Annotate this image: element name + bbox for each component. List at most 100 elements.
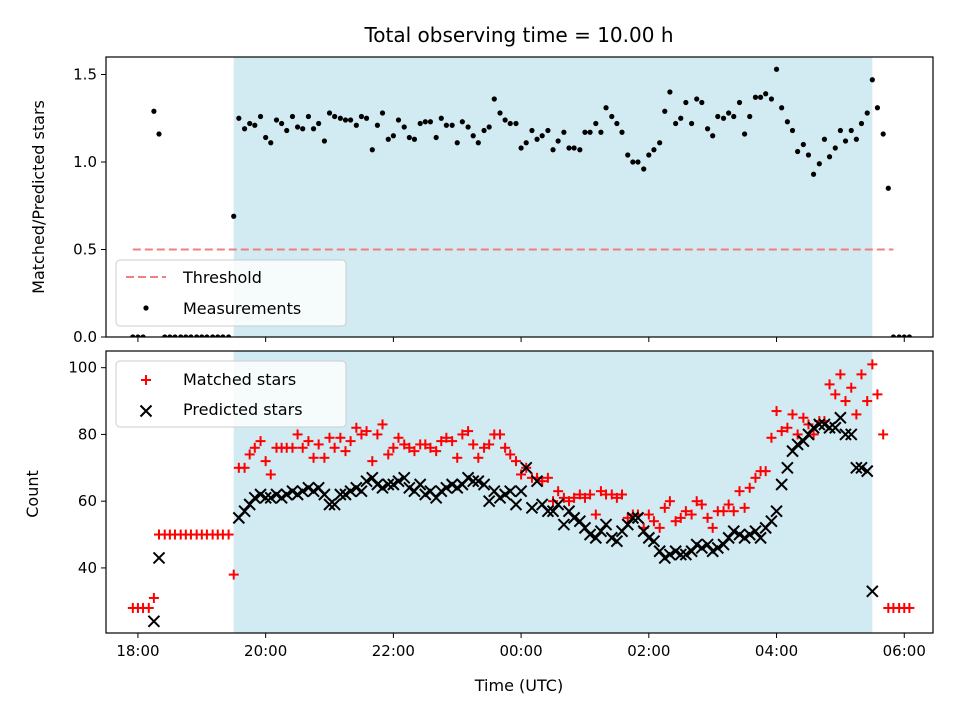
matched-star-point	[468, 439, 479, 450]
top-plot-frame	[105, 56, 934, 338]
measurement-point	[731, 113, 737, 120]
matched-star-point	[728, 506, 739, 517]
measurement-point	[858, 120, 865, 127]
matched-star-point	[830, 389, 841, 400]
measurement-point	[545, 127, 551, 134]
measurement-point	[832, 145, 838, 151]
matched-star-point	[383, 449, 394, 460]
predicted-star-point	[802, 428, 815, 441]
predicted-star-point	[749, 525, 762, 538]
matched-star-point	[388, 442, 399, 453]
measurement-point	[491, 96, 497, 102]
measurement-point	[603, 105, 609, 111]
measurement-point	[582, 129, 588, 135]
measurement-point	[635, 159, 641, 165]
matched-star-point	[249, 442, 260, 453]
matched-star-point	[904, 602, 915, 613]
predicted-star-point	[685, 545, 698, 558]
measurement-point	[406, 134, 412, 141]
measurement-point	[470, 133, 476, 139]
measurement-point	[316, 120, 322, 127]
predicted-star-point	[797, 434, 810, 448]
matched-star-point	[680, 506, 691, 517]
predicted-star-point	[781, 461, 794, 475]
bottom-y-tick-label: 40	[78, 559, 97, 577]
top-y-tick-label: 1.5	[73, 66, 97, 84]
matched-star-point	[808, 429, 819, 440]
measurement-point	[789, 127, 796, 134]
predicted-star-point	[482, 494, 496, 508]
matched-star-point	[862, 396, 873, 407]
measurement-point	[210, 334, 216, 337]
matched-star-point	[787, 409, 798, 420]
measurement-point	[630, 159, 636, 165]
measurement-point	[742, 131, 748, 137]
measurement-point	[231, 213, 237, 219]
measurement-point	[673, 120, 679, 127]
matched-star-point	[260, 456, 271, 467]
measurement-point	[842, 138, 849, 144]
bottom-y-tick-label: 80	[78, 425, 97, 443]
predicted-star-point	[147, 615, 161, 628]
measurement-point	[577, 147, 583, 153]
matched-star-point	[495, 429, 506, 440]
measurement-point	[502, 117, 508, 123]
predicted-star-point	[466, 474, 480, 488]
matched-star-point	[313, 439, 324, 450]
measurement-point	[167, 334, 173, 337]
predicted-star-point	[653, 545, 666, 558]
predicted-star-point	[823, 421, 836, 434]
matched-star-point	[643, 509, 654, 520]
measurement-point	[662, 108, 668, 114]
bottom-y-tick-label: 60	[78, 492, 97, 510]
predicted-star-point	[398, 471, 411, 485]
measurement-point	[257, 113, 264, 120]
measurement-point	[625, 152, 631, 158]
legend-predicted-swatch	[139, 404, 153, 418]
predicted-star-point	[839, 428, 852, 441]
matched-star-point	[782, 422, 793, 433]
bottom-y-tick-label: 100	[68, 359, 97, 377]
predicted-star-point	[626, 511, 640, 525]
matched-star-point	[824, 379, 835, 390]
matched-star-point	[463, 426, 474, 437]
matched-star-point	[702, 512, 713, 523]
measurement-point	[156, 131, 162, 137]
matched-star-point	[622, 512, 633, 523]
matched-star-point	[441, 432, 452, 443]
matched-star-point	[670, 516, 681, 527]
predicted-star-point	[429, 491, 443, 505]
measurement-point	[593, 120, 599, 127]
matched-star-point	[409, 446, 420, 457]
plot-layer: 0.0 0.5 1.0 1.5 Threshold Measurements 18:00 20…	[68, 56, 934, 660]
measurement-point	[896, 334, 902, 337]
predicted-star-point	[318, 488, 331, 501]
matched-star-point	[835, 369, 846, 380]
predicted-star-point	[834, 411, 847, 424]
matched-star-point	[744, 482, 755, 493]
measurement-point	[561, 129, 567, 135]
predicted-star-point	[754, 531, 767, 545]
predicted-star-point	[440, 481, 453, 495]
measurement-point	[805, 152, 812, 158]
measurement-point	[816, 161, 822, 167]
measurement-point	[332, 113, 338, 120]
measurement-point	[715, 113, 721, 120]
measurement-point	[140, 334, 146, 337]
predicted-star-point	[850, 461, 863, 475]
predicted-star-point	[861, 464, 874, 478]
measurement-point	[215, 334, 221, 337]
measurement-point	[667, 89, 673, 95]
measurement-point	[736, 99, 743, 106]
measurement-point	[449, 122, 455, 128]
predicted-star-point	[845, 428, 858, 441]
measurement-point	[646, 152, 652, 158]
measurement-point	[289, 113, 296, 120]
measurement-point	[247, 120, 253, 127]
predicted-star-point	[546, 504, 560, 518]
predicted-star-point	[413, 478, 427, 491]
matched-star-point	[734, 486, 745, 497]
measurement-point	[284, 127, 290, 134]
measurement-point	[763, 91, 769, 97]
